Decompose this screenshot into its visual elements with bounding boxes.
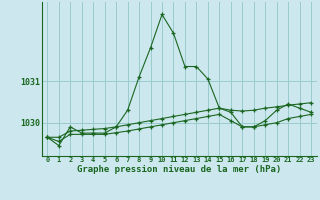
X-axis label: Graphe pression niveau de la mer (hPa): Graphe pression niveau de la mer (hPa) (77, 165, 281, 174)
